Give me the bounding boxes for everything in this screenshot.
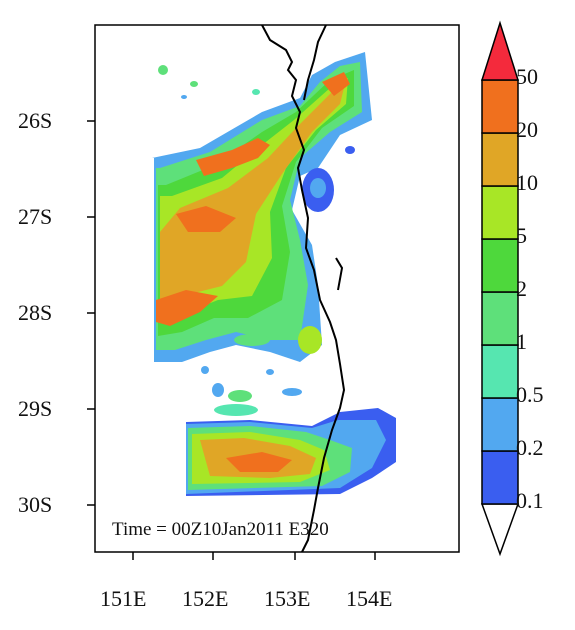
lon-label-152e: 152E — [182, 586, 229, 611]
rain-region-north-level-6c — [156, 290, 218, 326]
time-annotation: Time = 00Z10Jan2011 E320 — [112, 519, 329, 540]
lon-label-154e: 154E — [346, 586, 393, 611]
colorbar-label-7: 20 — [516, 117, 538, 142]
lat-label-27s: 27S — [18, 204, 53, 229]
rain-region-north-level-6b — [176, 206, 236, 232]
colorbar-below-triangle — [480, 503, 520, 557]
rain-region-north-level-6d — [322, 72, 350, 96]
colorbar-segment-6 — [481, 132, 519, 187]
lon-label-151e: 151E — [100, 586, 147, 611]
rain-cell-small-11 — [201, 366, 209, 374]
lon-label-153e: 153E — [264, 586, 311, 611]
colorbar-label-2: 0.5 — [516, 382, 544, 407]
rain-region-south-level-6 — [226, 452, 292, 472]
rain-cell-small-6 — [212, 383, 224, 397]
rain-cell-small-1 — [345, 146, 355, 154]
coastline — [261, 24, 346, 553]
rain-cell-small-3 — [190, 81, 198, 87]
rain-cell-small-4 — [252, 89, 260, 95]
rainfall-field — [152, 52, 396, 496]
rain-cell-small-12 — [234, 334, 270, 346]
lon-ticks — [132, 552, 376, 560]
colorbar-label-4: 2 — [516, 276, 527, 301]
lat-label-28s: 28S — [18, 300, 53, 325]
colorbar-segment-5 — [481, 185, 519, 240]
rain-cell-offshore-inner — [310, 178, 326, 198]
colorbar-label-5: 5 — [516, 223, 527, 248]
rain-cell-small-13 — [298, 326, 322, 354]
lat-label-26s: 26S — [18, 108, 53, 133]
rain-cell-small-5 — [181, 95, 187, 99]
rain-cell-small-7 — [228, 390, 252, 402]
colorbar-segment-0 — [481, 450, 519, 505]
colorbar-above-triangle — [480, 20, 520, 81]
colorbar-segment-4 — [481, 238, 519, 293]
rain-cell-small-2 — [158, 65, 168, 75]
island-outline — [335, 257, 344, 291]
lat-label-29s: 29S — [18, 396, 53, 421]
rain-region-north-level-6a — [196, 138, 270, 176]
lat-ticks — [87, 120, 95, 506]
colorbar-label-8: 50 — [516, 64, 538, 89]
coastline-north — [303, 24, 327, 101]
rain-cell-small-10 — [266, 369, 274, 375]
lat-label-30s: 30S — [18, 492, 53, 517]
rain-cell-small-8 — [214, 404, 258, 416]
rain-region-north-level-5 — [160, 88, 344, 314]
colorbar-segment-3 — [481, 291, 519, 346]
colorbar — [480, 20, 520, 557]
colorbar-segment-7 — [481, 79, 519, 134]
plot-border — [94, 24, 460, 553]
colorbar-label-1: 0.2 — [516, 435, 544, 460]
colorbar-segment-1 — [481, 397, 519, 452]
colorbar-segment-2 — [481, 344, 519, 399]
colorbar-label-6: 10 — [516, 170, 538, 195]
colorbar-label-0: 0.1 — [516, 488, 544, 513]
rain-cell-small-9 — [282, 388, 302, 396]
colorbar-label-3: 1 — [516, 329, 527, 354]
